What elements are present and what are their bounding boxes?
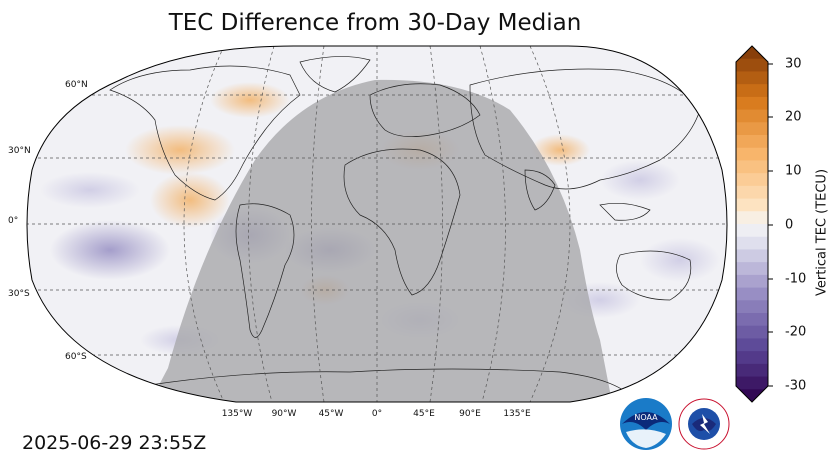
colorbar-band <box>736 287 768 301</box>
colorbar-band <box>736 351 768 365</box>
colorbar-band <box>736 147 768 161</box>
lon-label-135e: 135°E <box>503 409 531 419</box>
colorbar-band <box>736 135 768 149</box>
colorbar-tick-20: 20 <box>785 109 802 125</box>
colorbar-tick-neg30: -30 <box>785 378 807 394</box>
map-body <box>27 45 727 402</box>
lat-label-60n: 60°N <box>65 80 88 90</box>
colorbar-tick-0: 0 <box>785 217 794 233</box>
colorbar-label: Vertical TEC (TECU) <box>814 168 830 297</box>
colorbar-band <box>736 109 768 123</box>
map-frame <box>26 45 728 403</box>
colorbar-band <box>736 313 768 327</box>
lon-label-90w: 90°W <box>271 409 297 419</box>
colorbar-band <box>736 363 768 378</box>
agency-logos: NOAA <box>620 398 730 450</box>
colorbar <box>735 45 773 403</box>
noaa-logo: NOAA <box>620 398 672 450</box>
lat-label-30n: 30°N <box>8 146 31 156</box>
colorbar-band <box>736 376 768 390</box>
nws-logo <box>678 398 730 450</box>
colorbar-tick-30: 30 <box>785 56 802 72</box>
map-title: TEC Difference from 30-Day Median <box>168 10 582 36</box>
colorbar-band <box>736 274 768 289</box>
lon-label-90e: 90°E <box>459 409 481 419</box>
coastlines <box>109 56 701 396</box>
colorbar-band <box>736 325 768 339</box>
colorbar-band <box>736 224 768 238</box>
colorbar-band <box>736 300 768 314</box>
colorbar-band <box>736 185 768 200</box>
colorbar-tick-neg20: -20 <box>785 324 807 340</box>
lon-label-135w: 135°W <box>221 409 253 419</box>
colorbar-bands <box>736 46 768 402</box>
lat-label-30s: 30°S <box>8 289 30 299</box>
lon-label-45w: 45°W <box>318 409 344 419</box>
colorbar-band <box>736 84 768 98</box>
colorbar-band <box>736 338 768 352</box>
colorbar-band <box>736 58 768 72</box>
colorbar-ticks <box>768 63 773 387</box>
colorbar-band <box>736 96 768 111</box>
lat-label-equator: 0° <box>8 216 19 226</box>
graticule <box>27 45 727 402</box>
lon-label-45e: 45°E <box>413 409 435 419</box>
colorbar-band <box>736 173 768 187</box>
colorbar-tick-10: 10 <box>785 163 802 179</box>
colorbar-band <box>736 160 768 174</box>
lat-label-60s: 60°S <box>65 352 87 362</box>
colorbar-band <box>736 198 768 212</box>
colorbar-band <box>736 236 768 250</box>
timestamp: 2025-06-29 23:55Z <box>22 432 207 454</box>
noaa-logo-text: NOAA <box>634 413 658 422</box>
colorbar-band <box>736 211 768 225</box>
lon-label-0: 0° <box>371 409 383 419</box>
colorbar-band <box>736 262 768 276</box>
colorbar-band <box>736 122 768 136</box>
colorbar-band <box>736 249 768 263</box>
colorbar-band <box>736 71 768 85</box>
colorbar-tick-neg10: -10 <box>785 271 807 287</box>
